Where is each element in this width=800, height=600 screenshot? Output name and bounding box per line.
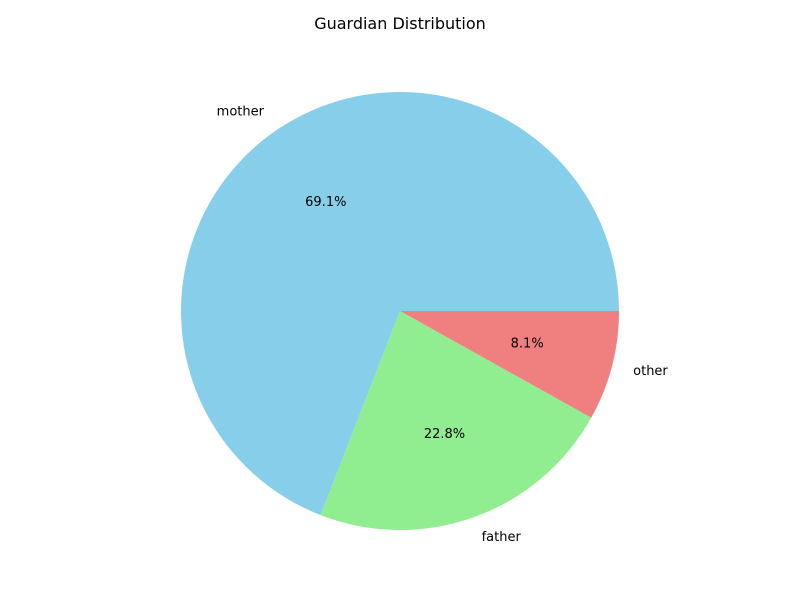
pie-slices bbox=[181, 91, 619, 530]
slice-label-other: other bbox=[633, 364, 668, 379]
pie-labels: mother 69.1% father 22.8% other 8.1% bbox=[217, 105, 669, 545]
slice-percent-father: 22.8% bbox=[424, 427, 465, 442]
slice-percent-other: 8.1% bbox=[511, 337, 544, 352]
pie-slice-mother bbox=[181, 91, 619, 516]
slice-label-father: father bbox=[482, 530, 522, 545]
slice-percent-mother: 69.1% bbox=[305, 195, 346, 210]
chart-title: Guardian Distribution bbox=[314, 14, 486, 33]
pie-slice-other bbox=[400, 311, 619, 418]
pie-slice-father bbox=[320, 311, 592, 530]
slice-label-mother: mother bbox=[217, 105, 265, 120]
